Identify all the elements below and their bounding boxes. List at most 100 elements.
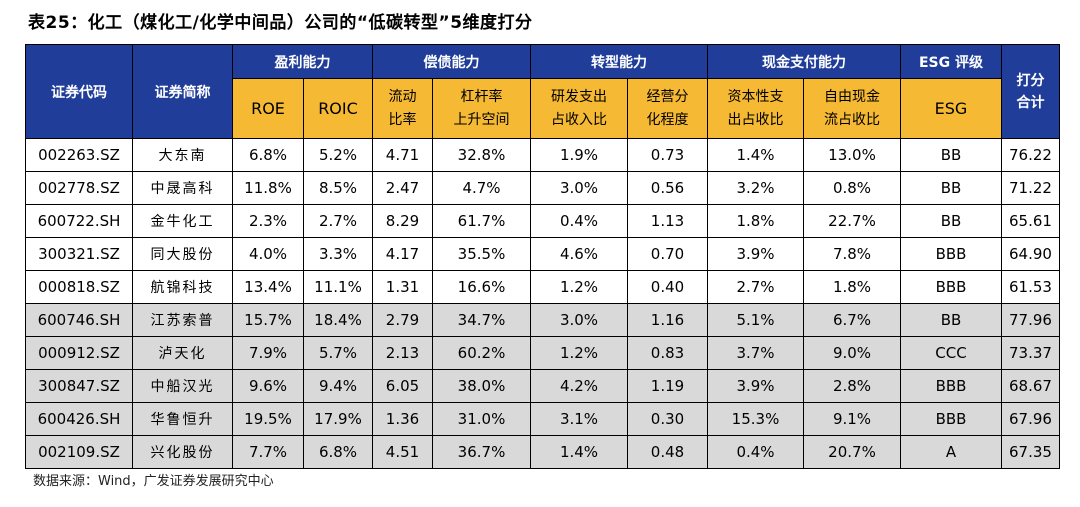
cell-leverage: 31.0% [432,402,531,436]
cell-current-ratio: 1.36 [372,402,433,436]
cell-roic: 6.8% [303,435,373,469]
cell-rd: 1.9% [530,138,628,172]
cell-diversification: 1.19 [627,369,708,403]
header-group-debt: 偿债能力 [372,44,531,79]
cell-code: 000818.SZ [25,270,133,304]
cell-esg: BBB [900,369,1002,403]
cell-name: 金牛化工 [132,204,233,238]
cell-roe: 6.8% [232,138,304,172]
table-row: 600746.SH 江苏索普 15.7% 18.4% 2.79 34.7% 3.… [25,303,1060,337]
cell-fcf: 9.1% [803,402,901,436]
cell-rd: 0.4% [530,204,628,238]
header-current-ratio-l1: 流动 [388,88,417,105]
table-body: 002263.SZ 大东南 6.8% 5.2% 4.71 32.8% 1.9% … [25,138,1060,469]
cell-esg: BB [900,138,1002,172]
cell-fcf: 1.8% [803,270,901,304]
header-leverage-l1: 杠杆率 [460,88,503,105]
cell-esg: BBB [900,237,1002,271]
header-diversification-l2: 化程度 [646,111,689,128]
cell-roe: 19.5% [232,402,304,436]
cell-esg: BBB [900,270,1002,304]
table-row: 600722.SH 金牛化工 2.3% 2.7% 8.29 61.7% 0.4%… [25,204,1060,238]
header-score-line1: 打分 [1016,72,1045,89]
cell-total: 65.61 [1001,204,1060,238]
cell-code: 002778.SZ [25,171,133,205]
table-row: 000818.SZ 航锦科技 13.4% 11.1% 1.31 16.6% 1.… [25,270,1060,304]
cell-leverage: 34.7% [432,303,531,337]
cell-fcf: 22.7% [803,204,901,238]
cell-leverage: 38.0% [432,369,531,403]
cell-diversification: 1.16 [627,303,708,337]
cell-roe: 11.8% [232,171,304,205]
score-table-wrapper: 证券代码 证券简称 盈利能力 偿债能力 转型能力 现金支付能力 ESG 评级 打… [25,44,1060,469]
cell-code: 300321.SZ [25,237,133,271]
cell-esg: BBB [900,402,1002,436]
cell-current-ratio: 6.05 [372,369,433,403]
cell-roe: 9.6% [232,369,304,403]
cell-current-ratio: 2.79 [372,303,433,337]
table-row: 000912.SZ 泸天化 7.9% 5.7% 2.13 60.2% 1.2% … [25,336,1060,370]
header-group-esg: ESG 评级 [900,44,1002,79]
cell-roe: 2.3% [232,204,304,238]
cell-total: 67.35 [1001,435,1060,469]
cell-code: 002263.SZ [25,138,133,172]
cell-leverage: 60.2% [432,336,531,370]
cell-rd: 3.0% [530,171,628,205]
cell-total: 64.90 [1001,237,1060,271]
header-esg: ESG [900,78,1002,139]
header-rd-l1: 研发支出 [551,88,607,105]
header-capex-l2: 出占收比 [727,111,784,128]
cell-leverage: 35.5% [432,237,531,271]
cell-capex: 2.7% [707,270,804,304]
cell-esg: BB [900,303,1002,337]
table-row: 002263.SZ 大东南 6.8% 5.2% 4.71 32.8% 1.9% … [25,138,1060,172]
cell-capex: 3.9% [707,369,804,403]
cell-roic: 5.2% [303,138,373,172]
cell-roic: 3.3% [303,237,373,271]
cell-leverage: 32.8% [432,138,531,172]
header-fcf-l2: 流占收比 [824,111,880,128]
header-rd: 研发支出 占收入比 [530,78,628,139]
cell-roic: 5.7% [303,336,373,370]
header-diversification: 经营分 化程度 [627,78,708,139]
cell-roic: 8.5% [303,171,373,205]
header-code: 证券代码 [25,44,133,139]
cell-capex: 1.4% [707,138,804,172]
header-fcf-l1: 自由现金 [824,88,880,105]
cell-esg: BB [900,204,1002,238]
score-table: 证券代码 证券简称 盈利能力 偿债能力 转型能力 现金支付能力 ESG 评级 打… [25,44,1060,469]
cell-fcf: 20.7% [803,435,901,469]
cell-current-ratio: 4.17 [372,237,433,271]
cell-roe: 13.4% [232,270,304,304]
cell-capex: 3.7% [707,336,804,370]
cell-name: 中晟高科 [132,171,233,205]
header-capex-l1: 资本性支 [727,88,784,105]
cell-diversification: 0.56 [627,171,708,205]
cell-total: 68.67 [1001,369,1060,403]
cell-roe: 7.7% [232,435,304,469]
cell-current-ratio: 8.29 [372,204,433,238]
cell-fcf: 6.7% [803,303,901,337]
cell-total: 73.37 [1001,336,1060,370]
cell-code: 600746.SH [25,303,133,337]
header-roic: ROIC [303,78,373,139]
data-source-note: 数据来源：Wind，广发证券发展研究中心 [33,474,274,489]
cell-capex: 1.8% [707,204,804,238]
cell-roe: 4.0% [232,237,304,271]
cell-rd: 4.2% [530,369,628,403]
header-name: 证券简称 [132,44,233,139]
cell-code: 600722.SH [25,204,133,238]
cell-diversification: 0.40 [627,270,708,304]
cell-rd: 4.6% [530,237,628,271]
cell-total: 67.96 [1001,402,1060,436]
cell-rd: 1.4% [530,435,628,469]
cell-fcf: 0.8% [803,171,901,205]
cell-esg: A [900,435,1002,469]
cell-name: 同大股份 [132,237,233,271]
cell-leverage: 16.6% [432,270,531,304]
cell-rd: 1.2% [530,336,628,370]
cell-leverage: 36.7% [432,435,531,469]
cell-leverage: 4.7% [432,171,531,205]
cell-name: 泸天化 [132,336,233,370]
header-score-total: 打分 合计 [1001,44,1060,139]
